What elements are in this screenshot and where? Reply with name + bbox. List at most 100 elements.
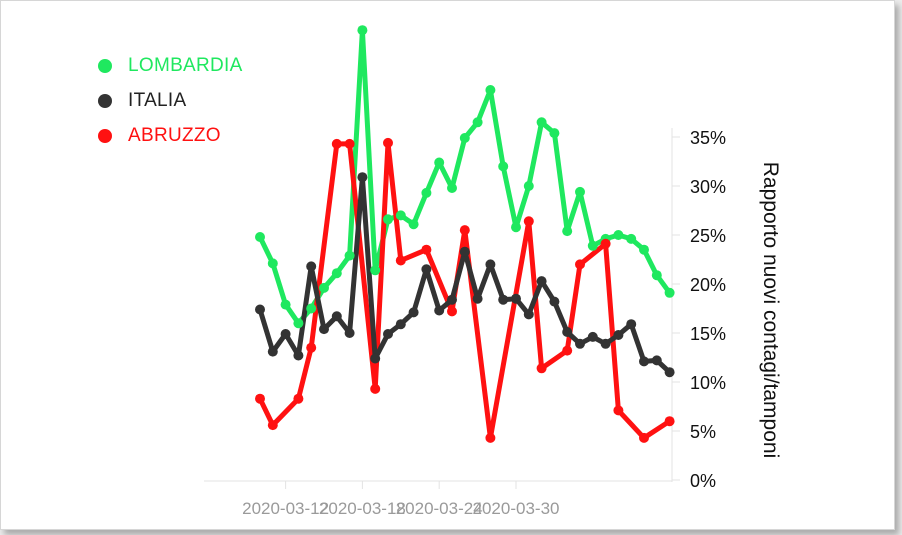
data-point-lombardia <box>613 230 624 240</box>
y-tick-label: 25% <box>690 226 726 246</box>
x-tick-label: 2020-03-18 <box>319 499 406 518</box>
x-tick-label: 2020-03-24 <box>396 499 483 518</box>
x-tick-label: 2020-03-12 <box>242 499 329 518</box>
data-point-abruzzo <box>383 137 393 148</box>
data-point-abruzzo <box>331 138 342 149</box>
x-tick-label: 2020-03-30 <box>473 499 560 518</box>
data-point-lombardia <box>447 183 457 193</box>
data-point-lombardia <box>664 287 675 298</box>
data-point-abruzzo <box>421 244 432 255</box>
data-point-lombardia <box>459 133 470 143</box>
data-point-italia <box>357 172 368 183</box>
legend: LOMBARDIA ITALIA ABRUZZO <box>98 48 243 153</box>
data-point-italia <box>587 331 598 342</box>
legend-swatch-lombardia <box>98 58 112 73</box>
legend-label-abruzzo: ABRUZZO <box>128 124 221 146</box>
data-point-abruzzo <box>344 138 355 149</box>
legend-label-lombardia: LOMBARDIA <box>128 54 243 76</box>
data-point-italia <box>600 338 611 349</box>
y-tick-label: 5% <box>690 422 716 442</box>
data-point-italia <box>651 355 662 366</box>
data-point-abruzzo <box>293 393 304 404</box>
data-point-italia <box>523 309 534 320</box>
data-point-lombardia <box>395 210 406 221</box>
data-point-lombardia <box>383 214 393 225</box>
data-point-lombardia <box>472 117 483 128</box>
data-point-lombardia <box>267 258 278 269</box>
data-point-lombardia <box>408 219 419 230</box>
data-point-abruzzo <box>562 345 573 356</box>
data-point-abruzzo <box>267 420 278 431</box>
data-point-italia <box>447 294 457 305</box>
data-point-italia <box>511 293 521 304</box>
data-point-abruzzo <box>306 342 317 353</box>
y-tick-label: 10% <box>690 373 726 393</box>
data-point-italia <box>549 296 560 307</box>
data-point-italia <box>370 353 381 364</box>
data-point-italia <box>639 356 649 367</box>
data-point-abruzzo <box>600 238 611 249</box>
data-point-italia <box>613 330 624 340</box>
data-point-italia <box>485 259 496 270</box>
data-point-abruzzo <box>370 383 381 394</box>
data-point-abruzzo <box>664 416 675 427</box>
data-point-italia <box>664 367 675 378</box>
data-point-lombardia <box>434 157 445 168</box>
data-point-abruzzo <box>395 255 406 266</box>
y-tick-label: 20% <box>690 275 726 295</box>
y-tick-label: 15% <box>690 324 726 344</box>
data-point-lombardia <box>549 128 560 139</box>
data-point-abruzzo <box>485 432 496 443</box>
y-tick-label: 30% <box>690 177 726 197</box>
data-point-lombardia <box>639 244 649 255</box>
data-point-italia <box>306 261 317 272</box>
y-tick-label: 0% <box>690 471 716 491</box>
legend-swatch-italia <box>98 93 112 108</box>
data-point-lombardia <box>485 85 496 95</box>
data-point-italia <box>267 346 278 357</box>
data-point-lombardia <box>498 161 509 172</box>
data-point-italia <box>562 327 573 337</box>
data-point-abruzzo <box>523 216 534 227</box>
data-point-abruzzo <box>447 306 457 317</box>
data-point-abruzzo <box>255 393 265 404</box>
data-point-italia <box>421 264 432 275</box>
data-point-italia <box>536 276 547 287</box>
legend-item-lombardia: LOMBARDIA <box>98 48 243 83</box>
data-point-italia <box>472 293 483 304</box>
data-point-italia <box>255 304 265 315</box>
data-point-lombardia <box>587 240 598 251</box>
data-point-lombardia <box>306 303 317 314</box>
data-point-italia <box>344 328 355 338</box>
series-points <box>255 25 675 443</box>
data-point-italia <box>626 319 637 330</box>
data-point-abruzzo <box>536 363 547 374</box>
legend-label-italia: ITALIA <box>128 89 187 111</box>
data-point-italia <box>575 338 585 349</box>
data-point-lombardia <box>280 299 291 310</box>
data-point-italia <box>434 305 445 316</box>
data-point-italia <box>459 246 470 257</box>
y-axis-title: Rapporto nuovi contagi/tamponi <box>759 162 782 459</box>
data-point-lombardia <box>626 233 637 244</box>
legend-item-italia: ITALIA <box>98 83 243 118</box>
legend-swatch-abruzzo <box>98 128 112 143</box>
data-point-abruzzo <box>459 225 470 236</box>
data-point-lombardia <box>370 265 381 276</box>
data-point-italia <box>408 307 419 318</box>
data-point-lombardia <box>357 25 368 36</box>
data-point-lombardia <box>344 250 355 261</box>
data-point-lombardia <box>575 186 585 197</box>
data-point-italia <box>319 324 329 335</box>
data-point-italia <box>395 319 406 330</box>
data-point-lombardia <box>523 181 534 191</box>
y-tick-label: 35% <box>690 128 726 148</box>
data-point-lombardia <box>421 187 432 198</box>
data-point-lombardia <box>511 222 521 233</box>
data-point-italia <box>331 311 342 322</box>
data-point-lombardia <box>255 232 265 242</box>
data-point-lombardia <box>331 268 342 279</box>
data-point-lombardia <box>536 117 547 128</box>
data-point-abruzzo <box>613 405 624 416</box>
